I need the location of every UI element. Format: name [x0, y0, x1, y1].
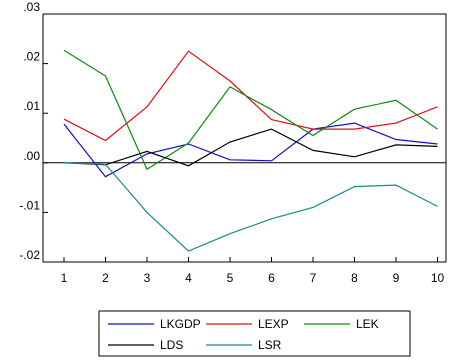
- y-tick-label: -.01: [19, 198, 40, 212]
- data-point-lkgdp: [63, 123, 66, 126]
- series-line-lds: [63, 128, 438, 167]
- data-point-lsr: [63, 161, 66, 164]
- y-tick-label: .00: [23, 149, 40, 163]
- legend-label-lek: LEK: [356, 317, 379, 331]
- data-point-lds: [395, 143, 398, 146]
- x-tick-label: 8: [351, 271, 358, 285]
- data-point-lek: [436, 128, 439, 131]
- series-line-lek: [63, 49, 438, 171]
- data-point-lsr: [353, 185, 356, 188]
- data-point-lds: [229, 140, 232, 143]
- legend: LKGDP LEXP LEK LDS LSR: [98, 310, 411, 357]
- x-tick-label: 3: [144, 271, 151, 285]
- data-point-lsr: [229, 232, 232, 235]
- data-point-lsr: [104, 163, 107, 166]
- x-tick-label: 9: [393, 271, 400, 285]
- data-point-lexp: [395, 122, 398, 125]
- data-point-lexp: [229, 79, 232, 82]
- legend-box: [98, 310, 411, 357]
- x-tick-label: 1: [61, 271, 68, 285]
- data-point-lek: [187, 141, 190, 144]
- data-point-lds: [353, 155, 356, 158]
- x-tick-label: 10: [431, 271, 445, 285]
- data-point-lsr: [146, 211, 149, 214]
- data-point-lexp: [187, 50, 190, 53]
- data-point-lkgdp: [353, 122, 356, 125]
- data-point-lek: [312, 134, 315, 137]
- legend-label-lds: LDS: [160, 338, 183, 352]
- y-tick-label: .01: [23, 99, 40, 113]
- data-point-lek: [229, 85, 232, 88]
- data-point-lkgdp: [229, 158, 232, 161]
- x-tick-label: 2: [102, 271, 109, 285]
- data-point-lek: [146, 168, 149, 171]
- y-tick-label: -.02: [19, 248, 40, 262]
- data-point-lds: [146, 150, 149, 153]
- data-point-lsr: [270, 217, 273, 220]
- x-tick-label: 6: [268, 271, 275, 285]
- data-point-lds: [312, 149, 315, 152]
- legend-label-lsr: LSR: [258, 338, 282, 352]
- series-line-lsr: [63, 162, 438, 252]
- data-point-lek: [353, 108, 356, 111]
- data-point-lek: [395, 99, 398, 102]
- data-point-lds: [187, 164, 190, 167]
- y-tick-label: .03: [23, 0, 40, 14]
- data-point-lexp: [270, 118, 273, 121]
- data-point-lexp: [353, 128, 356, 131]
- data-point-lsr: [436, 205, 439, 208]
- series-lines: [63, 49, 439, 253]
- data-point-lexp: [63, 118, 66, 121]
- legend-label-lexp: LEXP: [258, 317, 289, 331]
- data-point-lkgdp: [270, 159, 273, 162]
- data-point-lsr: [187, 250, 190, 253]
- y-tick-label: .02: [23, 50, 40, 64]
- data-point-lexp: [104, 139, 107, 142]
- data-point-lds: [436, 145, 439, 148]
- data-point-lkgdp: [104, 175, 107, 178]
- x-tick-label: 7: [310, 271, 317, 285]
- data-point-lek: [270, 108, 273, 111]
- data-point-lsr: [395, 184, 398, 187]
- x-tick-label: 4: [185, 271, 192, 285]
- axes: -.02 -.01 .00 .01 .02 .03 1 2 3 4 5 6 7 8 9 10: [19, 0, 444, 285]
- x-tick-label: 5: [227, 271, 234, 285]
- data-point-lek: [63, 49, 66, 52]
- legend-label-lkgdp: LKGDP: [160, 317, 201, 331]
- series-line-lkgdp: [63, 122, 438, 178]
- data-point-lexp: [146, 105, 149, 108]
- data-point-lek: [104, 75, 107, 78]
- data-point-lsr: [312, 206, 315, 209]
- data-point-lds: [270, 128, 273, 131]
- data-point-lexp: [312, 128, 315, 131]
- data-point-lkgdp: [395, 138, 398, 141]
- plot-frame: [42, 13, 447, 263]
- data-point-lexp: [436, 105, 439, 108]
